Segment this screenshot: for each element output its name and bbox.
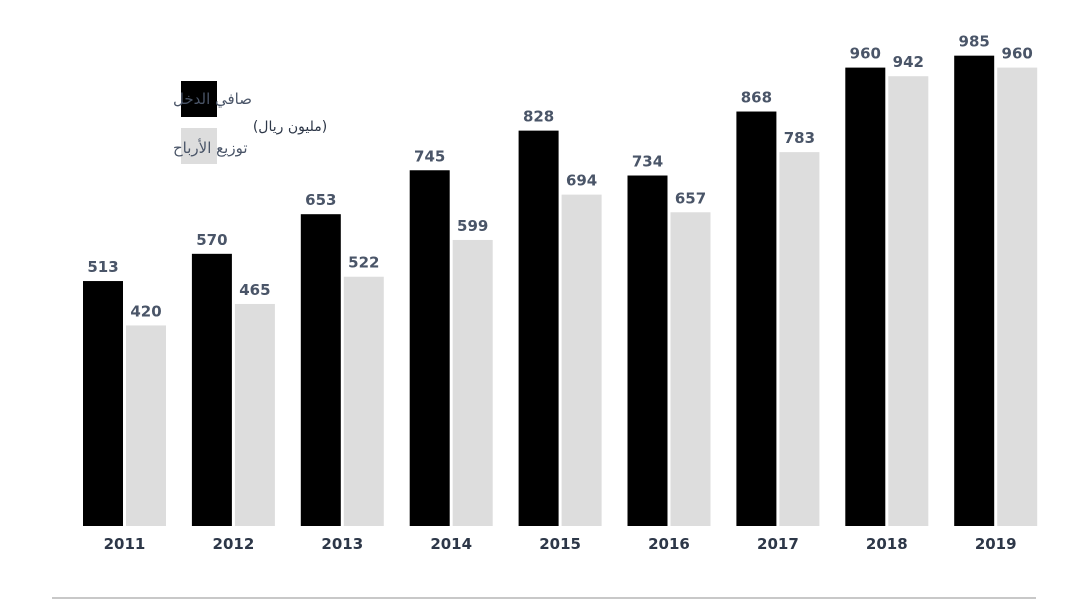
legend-label-net-income: صافي الدخل xyxy=(173,90,252,109)
x-tick-2017: 2017 xyxy=(757,535,799,553)
value-label-dividends-2014: 599 xyxy=(457,217,488,235)
legend-swatch-net-income xyxy=(181,81,217,117)
x-tick-2019: 2019 xyxy=(975,535,1017,553)
bar-dividends-2012 xyxy=(234,303,275,526)
x-tick-2016: 2016 xyxy=(648,535,690,553)
unit-label: (مليون ريال) xyxy=(253,119,327,135)
value-label-net-income-2013: 653 xyxy=(305,191,336,209)
x-tick-2018: 2018 xyxy=(866,535,908,553)
bar-net-income-2013 xyxy=(300,214,341,526)
x-tick-2013: 2013 xyxy=(321,535,363,553)
bar-net-income-2019 xyxy=(954,55,995,526)
x-tick-2011: 2011 xyxy=(104,535,146,553)
value-label-net-income-2014: 745 xyxy=(414,147,445,165)
bars-group xyxy=(83,55,1038,527)
value-label-net-income-2015: 828 xyxy=(523,108,554,126)
value-label-dividends-2012: 465 xyxy=(239,281,270,299)
bar-dividends-2018 xyxy=(888,76,929,526)
bar-net-income-2012 xyxy=(191,253,232,526)
value-label-dividends-2018: 942 xyxy=(893,53,924,71)
value-label-dividends-2015: 694 xyxy=(566,172,597,190)
value-label-net-income-2018: 960 xyxy=(850,45,881,63)
legend: صافي الدخل توزيع الأرباح xyxy=(173,81,252,164)
bar-dividends-2017 xyxy=(779,152,820,526)
x-axis-tick-labels: 2011 2012 2013 2014 2015 2016 2017 2018 2019 xyxy=(104,535,1017,553)
value-label-dividends-2013: 522 xyxy=(348,254,379,272)
bar-dividends-2013 xyxy=(343,276,384,526)
value-label-net-income-2011: 513 xyxy=(87,258,118,276)
bar-dividends-2019 xyxy=(997,67,1038,526)
bar-net-income-2015 xyxy=(518,130,559,526)
bar-net-income-2018 xyxy=(845,67,886,526)
value-label-dividends-2011: 420 xyxy=(130,302,161,320)
legend-swatch-dividends xyxy=(181,128,217,164)
bar-dividends-2015 xyxy=(561,194,602,527)
x-tick-2014: 2014 xyxy=(430,535,472,553)
value-label-net-income-2019: 985 xyxy=(959,33,990,51)
value-label-net-income-2017: 868 xyxy=(741,89,772,107)
value-label-dividends-2019: 960 xyxy=(1002,45,1033,63)
bar-net-income-2016 xyxy=(627,175,668,526)
x-tick-2015: 2015 xyxy=(539,535,581,553)
value-label-net-income-2016: 734 xyxy=(632,153,663,171)
x-tick-2012: 2012 xyxy=(213,535,255,553)
bar-net-income-2014 xyxy=(409,170,450,526)
bar-dividends-2014 xyxy=(452,239,493,527)
bar-net-income-2017 xyxy=(736,111,777,526)
value-label-dividends-2017: 783 xyxy=(784,129,815,147)
value-label-net-income-2012: 570 xyxy=(196,231,227,249)
bar-dividends-2016 xyxy=(670,212,711,526)
legend-label-dividends: توزيع الأرباح xyxy=(173,138,248,157)
bar-net-income-2011 xyxy=(83,281,123,526)
value-labels-group: 513 420 570 465 653 522 745 599 828 694 734 657 868 7… xyxy=(87,33,1033,321)
value-label-dividends-2016: 657 xyxy=(675,189,706,207)
bar-dividends-2011 xyxy=(126,325,166,526)
